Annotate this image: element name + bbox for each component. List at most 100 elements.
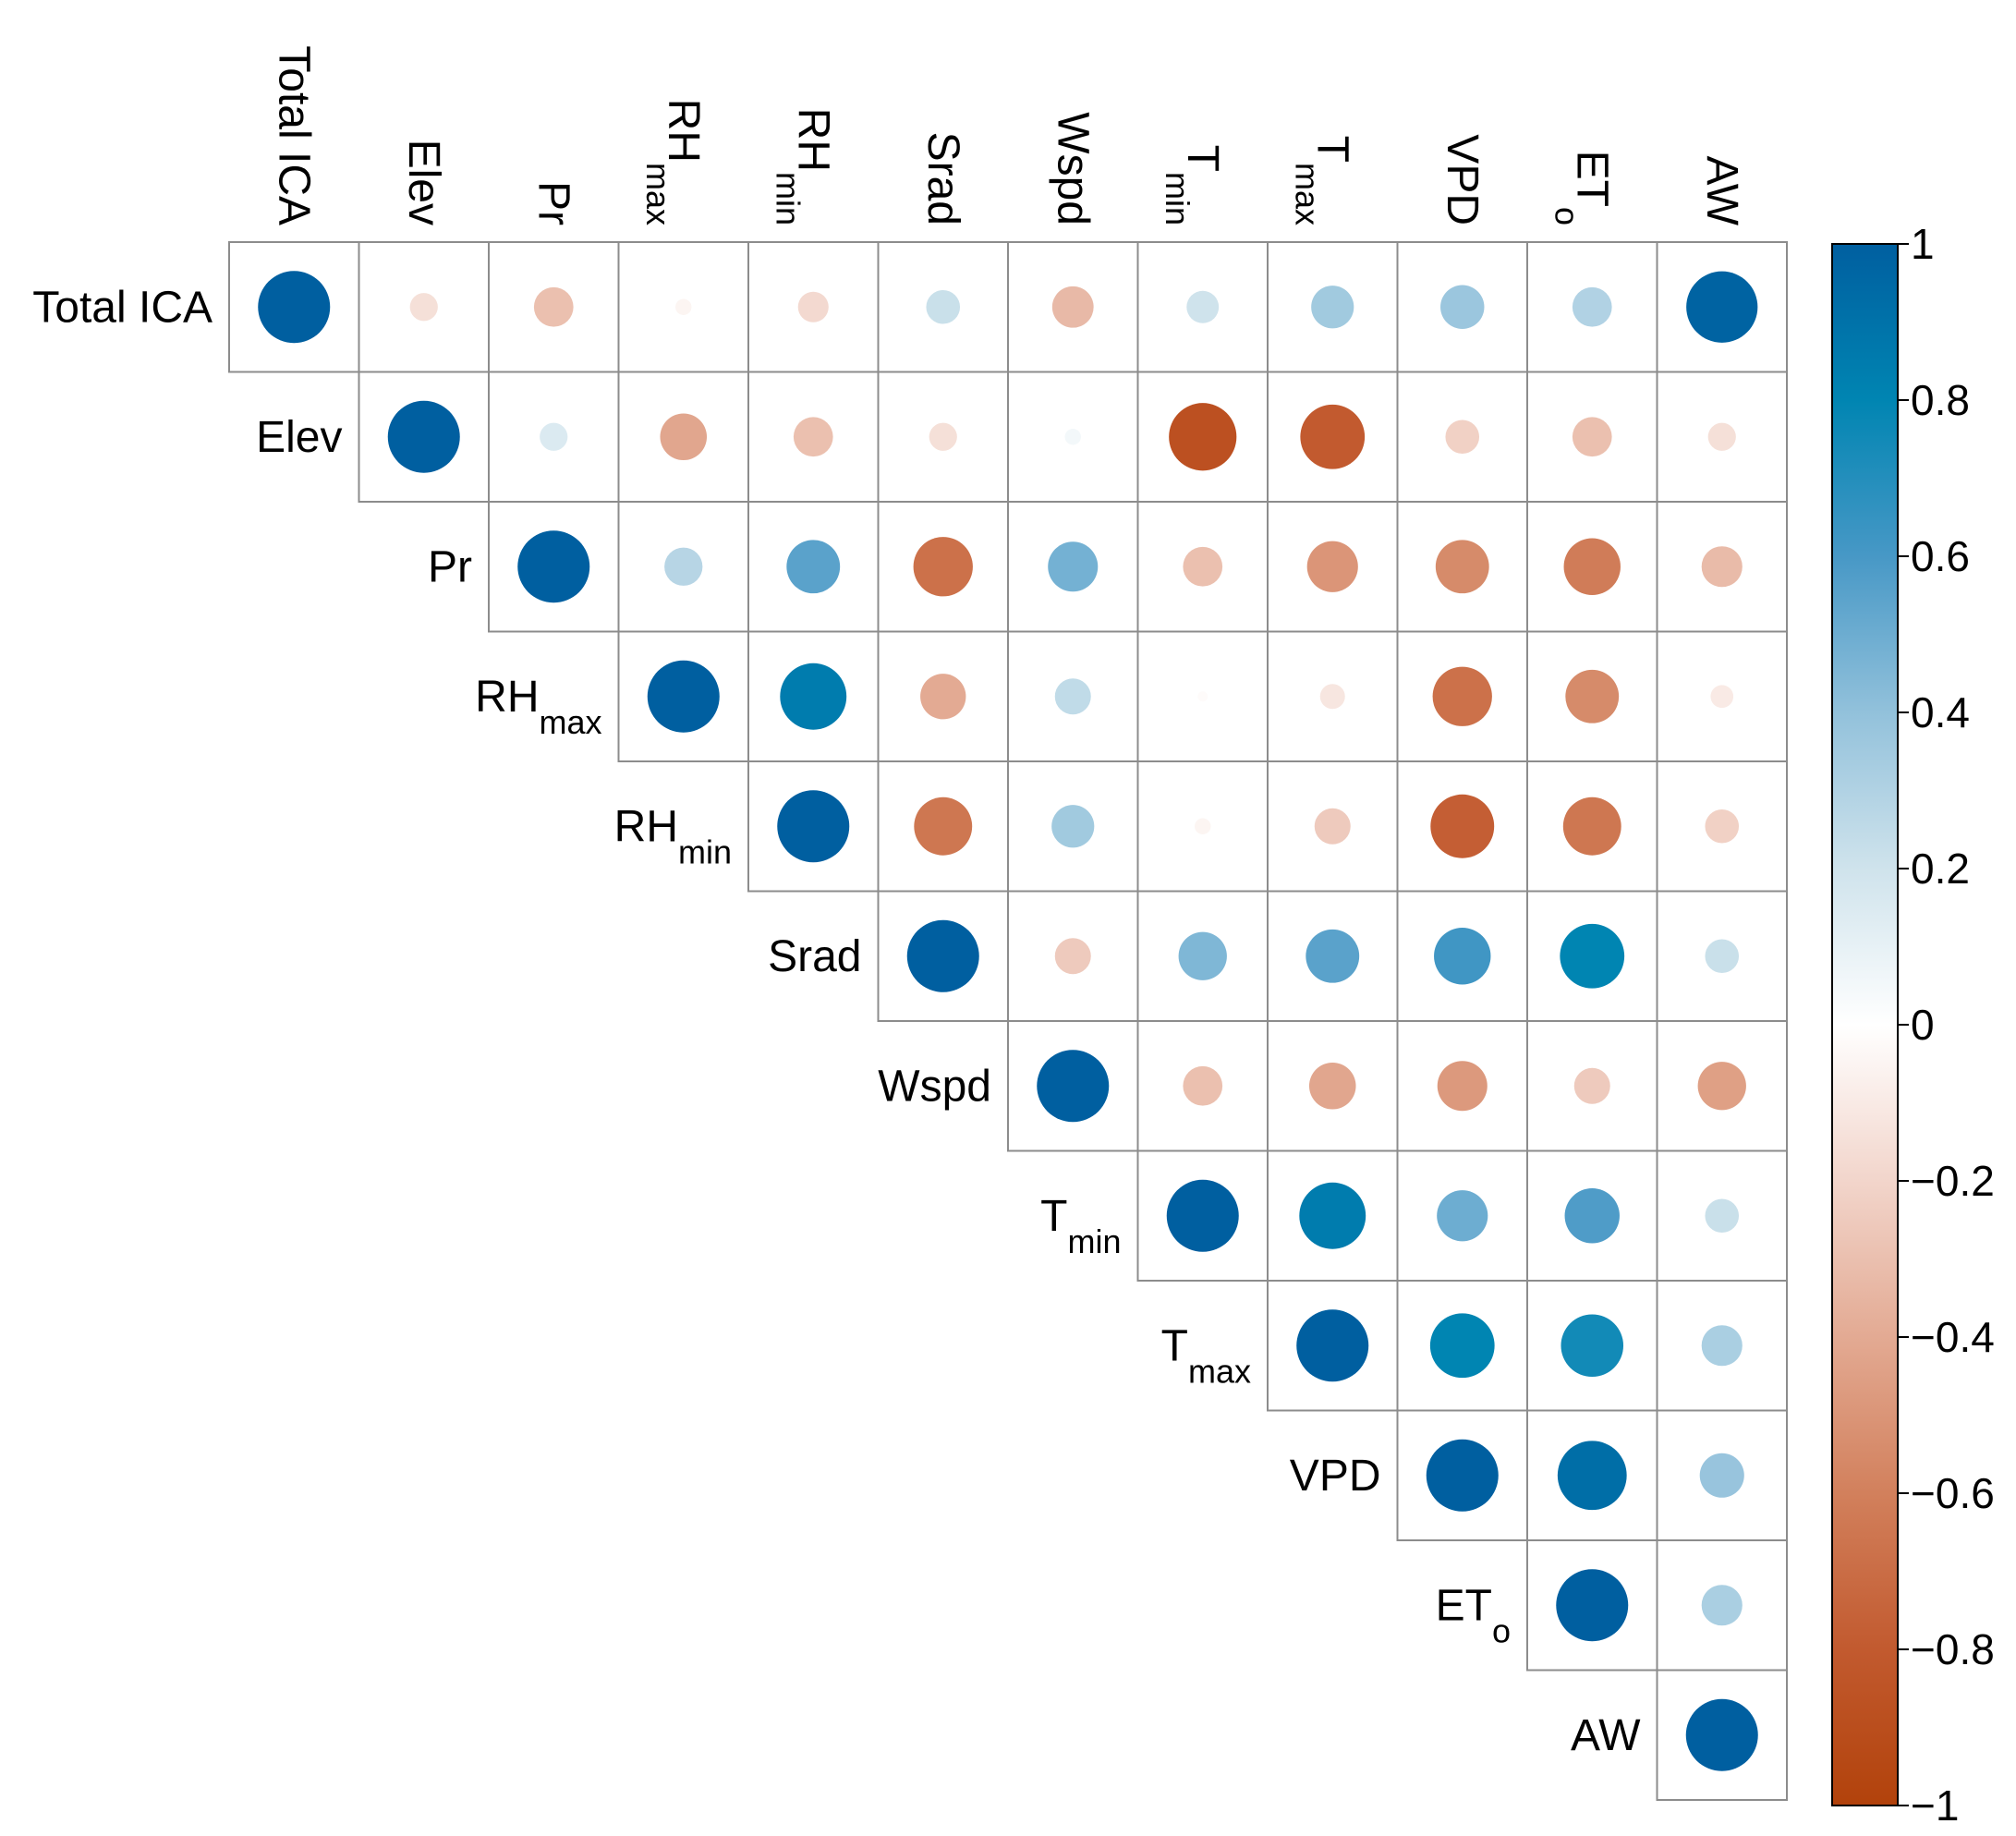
corr-circle-pr-pr xyxy=(517,530,590,603)
corr-circle-t-max-aw xyxy=(1701,1325,1743,1367)
colorbar-tick-label: −0.2 xyxy=(1911,1157,1995,1205)
svg-text:Tmin: Tmin xyxy=(1159,145,1227,225)
corr-circle-vpd-aw xyxy=(1699,1453,1744,1498)
corr-circle-total-ica-total-ica xyxy=(258,271,331,344)
corr-circle-srad-wspd xyxy=(1054,938,1091,975)
corr-circle-total-ica-et-o xyxy=(1572,286,1612,327)
svg-text:Wspd: Wspd xyxy=(1048,112,1097,225)
corr-circle-rh-min-t-max xyxy=(1314,808,1351,845)
corr-circle-rh-max-wspd xyxy=(1054,678,1091,715)
corr-circle-et-o-aw xyxy=(1701,1585,1743,1626)
corr-circle-rh-max-rh-min xyxy=(780,663,847,730)
corr-circle-total-ica-wspd xyxy=(1051,286,1094,328)
corr-circle-rh-max-vpd xyxy=(1432,666,1492,726)
corr-circle-t-min-et-o xyxy=(1564,1188,1620,1244)
row-label-et-o: ETo xyxy=(1436,1581,1511,1649)
corr-circle-rh-max-t-min xyxy=(1197,691,1208,702)
col-label-rh-max: RHmax xyxy=(639,99,708,225)
corr-circle-t-min-t-max xyxy=(1299,1182,1366,1249)
row-label-srad: Srad xyxy=(768,932,861,981)
corr-circle-et-o-et-o xyxy=(1556,1569,1629,1642)
row-label-pr: Pr xyxy=(428,542,472,591)
corr-circle-vpd-et-o xyxy=(1557,1441,1627,1511)
corr-circle-elev-elev xyxy=(387,400,460,473)
corr-circle-pr-wspd xyxy=(1048,541,1099,592)
colorbar-tick-label: −1 xyxy=(1911,1781,1959,1830)
corr-circle-elev-t-max xyxy=(1300,404,1366,469)
corr-circle-rh-min-vpd xyxy=(1430,794,1495,858)
corr-circle-pr-t-min xyxy=(1183,546,1223,587)
row-label-aw: AW xyxy=(1571,1711,1641,1760)
svg-text:RHmin: RHmin xyxy=(769,108,837,225)
col-label-total-ica: Total ICA xyxy=(269,45,318,225)
corr-circle-t-min-t-min xyxy=(1166,1179,1239,1252)
corr-circle-t-min-vpd xyxy=(1437,1190,1488,1242)
corr-circle-t-min-aw xyxy=(1705,1198,1740,1234)
corr-circle-total-ica-rh-max xyxy=(675,298,692,315)
corr-circle-pr-vpd xyxy=(1435,540,1489,594)
corr-circle-pr-rh-max xyxy=(664,547,703,586)
corr-circle-total-ica-t-min xyxy=(1186,290,1220,323)
corr-circle-rh-max-rh-max xyxy=(647,660,720,733)
corr-circle-total-ica-srad xyxy=(926,289,961,324)
corr-circle-t-max-et-o xyxy=(1561,1314,1624,1378)
corr-circle-total-ica-elev xyxy=(409,293,438,322)
corr-circle-pr-rh-min xyxy=(786,540,841,594)
col-label-t-min: Tmin xyxy=(1159,145,1227,225)
svg-text:Elev: Elev xyxy=(399,140,448,225)
colorbar: 1 0.8 0.6 0.4 0.2 0 −0.2 −0.4 −0.6 −0.8 −1 xyxy=(1831,220,1995,1830)
corr-circle-elev-pr xyxy=(540,422,568,451)
corr-circle-pr-t-max xyxy=(1306,541,1358,592)
svg-text:RHmax: RHmax xyxy=(639,99,708,225)
corr-circle-t-max-vpd xyxy=(1429,1313,1495,1379)
corr-circle-elev-vpd xyxy=(1445,419,1480,455)
corr-circle-srad-aw xyxy=(1705,939,1740,974)
row-label-wspd: Wspd xyxy=(878,1062,991,1111)
colorbar-tick-label: 0 xyxy=(1911,1001,1935,1049)
correlation-grid xyxy=(228,241,1788,1801)
corr-circle-vpd-vpd xyxy=(1426,1439,1499,1512)
row-label-vpd: VPD xyxy=(1290,1452,1381,1501)
corr-circle-rh-max-aw xyxy=(1710,685,1734,709)
colorbar-tick-label: 0.8 xyxy=(1911,376,1970,424)
corr-circle-wspd-t-min xyxy=(1183,1065,1223,1106)
corr-circle-srad-t-max xyxy=(1306,929,1360,983)
corr-circle-elev-wspd xyxy=(1064,429,1081,445)
corr-circle-elev-rh-min xyxy=(793,417,833,457)
correlation-circles xyxy=(258,271,1758,1771)
corr-circle-rh-min-aw xyxy=(1705,809,1740,844)
corr-circle-rh-max-et-o xyxy=(1565,669,1620,723)
corr-circle-rh-max-t-max xyxy=(1319,684,1345,710)
corr-circle-elev-rh-max xyxy=(660,413,708,461)
corr-circle-pr-srad xyxy=(913,537,973,597)
svg-text:Total ICA: Total ICA xyxy=(269,45,318,225)
corr-circle-pr-et-o xyxy=(1563,538,1621,595)
corr-circle-elev-et-o xyxy=(1572,417,1612,457)
corr-circle-rh-min-srad xyxy=(914,796,973,856)
corr-circle-total-ica-rh-min xyxy=(797,291,829,322)
corr-circle-rh-min-rh-min xyxy=(777,790,850,863)
col-label-pr: Pr xyxy=(528,181,577,225)
colorbar-tick-label: 0.6 xyxy=(1911,532,1970,580)
svg-text:ETo: ETo xyxy=(1548,151,1616,225)
colorbar-tick-label: 1 xyxy=(1911,220,1935,268)
corr-circle-total-ica-t-max xyxy=(1311,286,1354,329)
corr-circle-elev-t-min xyxy=(1169,403,1237,471)
corr-circle-rh-min-wspd xyxy=(1051,805,1095,848)
svg-text:Pr: Pr xyxy=(528,181,577,225)
corr-circle-total-ica-aw xyxy=(1686,271,1758,343)
corr-circle-srad-t-min xyxy=(1178,931,1227,980)
col-label-wspd: Wspd xyxy=(1048,112,1097,225)
colorbar-tick-label: −0.6 xyxy=(1911,1469,1995,1517)
corr-circle-rh-min-et-o xyxy=(1562,796,1621,856)
corr-circle-rh-min-t-min xyxy=(1195,818,1211,834)
svg-text:AW: AW xyxy=(1697,155,1746,225)
colorbar-tick-label: −0.4 xyxy=(1911,1313,1995,1361)
col-label-et-o: ETo xyxy=(1548,151,1616,225)
col-label-t-max: Tmax xyxy=(1288,136,1356,225)
corr-circle-pr-aw xyxy=(1701,546,1743,588)
colorbar-tick-label: −0.8 xyxy=(1911,1625,1995,1673)
col-label-vpd: VPD xyxy=(1438,134,1487,225)
row-label-elev: Elev xyxy=(256,413,342,462)
